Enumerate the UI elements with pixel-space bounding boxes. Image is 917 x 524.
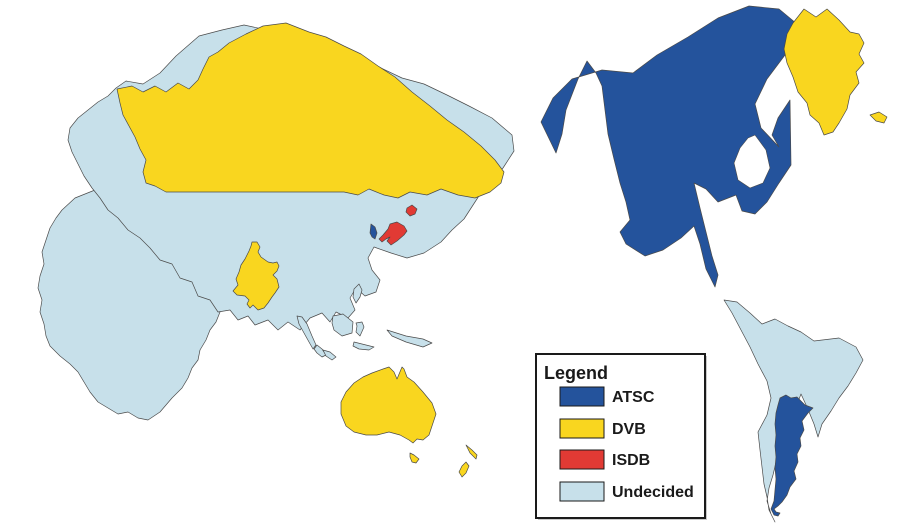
- svg-text:Legend: Legend: [544, 363, 608, 383]
- svg-text:ISDB: ISDB: [612, 452, 650, 469]
- svg-text:Undecided: Undecided: [612, 484, 694, 501]
- svg-text:ATSC: ATSC: [612, 389, 655, 406]
- svg-text:DVB: DVB: [612, 421, 646, 438]
